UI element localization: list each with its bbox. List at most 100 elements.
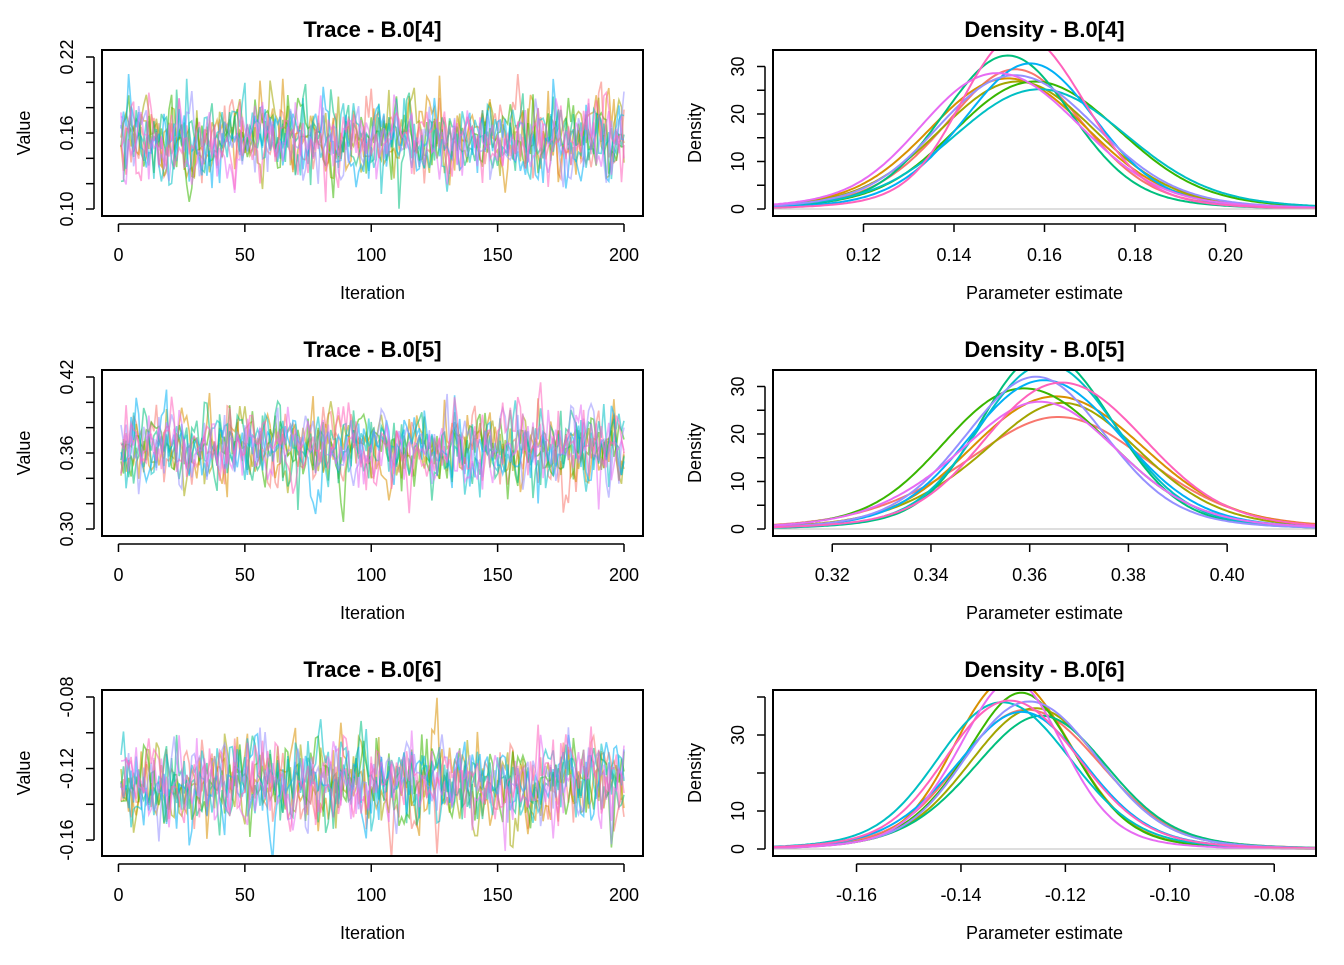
x-axis: -0.16 -0.14 -0.12 -0.10 -0.08 bbox=[836, 863, 1295, 905]
x-tick-label: 0.40 bbox=[1210, 565, 1245, 585]
chain-trace-10 bbox=[120, 90, 625, 203]
y-tick-label: 0 bbox=[728, 844, 748, 854]
y-tick-label: 30 bbox=[728, 376, 748, 396]
x-tick-label: 0.12 bbox=[846, 245, 881, 265]
y-tick-label: 0.36 bbox=[57, 435, 77, 470]
chain-trace-9 bbox=[120, 94, 625, 194]
x-tick-label: 150 bbox=[483, 565, 513, 585]
chain-lines bbox=[120, 382, 625, 523]
y-axis-label: Density bbox=[685, 423, 705, 483]
x-tick-label: 0.14 bbox=[936, 245, 971, 265]
chain-density-4 bbox=[773, 387, 1316, 528]
y-axis-label: Value bbox=[14, 431, 34, 476]
chain-density-8 bbox=[773, 700, 1316, 849]
plot-frame bbox=[772, 49, 1317, 217]
chain-density-10 bbox=[773, 381, 1316, 529]
x-tick-label: -0.08 bbox=[1254, 885, 1295, 905]
plot-frame bbox=[772, 369, 1317, 537]
x-tick-label: 0 bbox=[113, 245, 123, 265]
x-axis-label: Iteration bbox=[340, 923, 405, 943]
y-tick-label: -0.16 bbox=[57, 820, 77, 861]
plot-title: Trace - B.0[6] bbox=[303, 657, 441, 682]
x-tick-label: 0 bbox=[113, 565, 123, 585]
y-axis: 0.30 0.36 0.42 bbox=[57, 359, 95, 547]
x-tick-label: -0.16 bbox=[836, 885, 877, 905]
x-tick-label: 100 bbox=[356, 245, 386, 265]
chain-density-5 bbox=[773, 714, 1316, 849]
chain-density-8 bbox=[773, 74, 1316, 209]
x-tick-label: -0.10 bbox=[1149, 885, 1190, 905]
y-tick-label: 20 bbox=[728, 424, 748, 444]
x-tick-label: 50 bbox=[235, 565, 255, 585]
y-axis-label: Density bbox=[685, 103, 705, 163]
chain-density-2 bbox=[773, 77, 1316, 209]
plot-title: Density - B.0[5] bbox=[964, 337, 1124, 362]
chain-density-6 bbox=[773, 88, 1316, 207]
x-tick-label: 0.34 bbox=[913, 565, 948, 585]
plot-frame bbox=[772, 689, 1317, 857]
chain-trace-6 bbox=[120, 78, 625, 194]
x-axis-label: Parameter estimate bbox=[966, 283, 1123, 303]
chain-lines bbox=[120, 74, 625, 209]
chain-density-8 bbox=[773, 375, 1316, 529]
y-axis: 0 10 20 30 bbox=[728, 56, 766, 214]
y-axis: 0.10 0.16 0.22 bbox=[57, 39, 95, 227]
density-panel-5: Density - B.0[5] 0.32 0.34 0.36 0.38 0.40 Para… bbox=[685, 337, 1317, 623]
y-tick-label: 0.30 bbox=[57, 511, 77, 546]
x-tick-label: 0.38 bbox=[1111, 565, 1146, 585]
x-tick-label: 50 bbox=[235, 885, 255, 905]
x-axis: 0 50 100 150 200 bbox=[113, 543, 639, 585]
plot-frame bbox=[101, 369, 644, 537]
x-axis-label: Iteration bbox=[340, 283, 405, 303]
chain-density-2 bbox=[773, 395, 1316, 528]
chain-density-9 bbox=[773, 690, 1316, 850]
y-axis-label: Value bbox=[14, 111, 34, 156]
chain-lines bbox=[120, 697, 625, 856]
x-tick-label: 0.32 bbox=[815, 565, 850, 585]
plot-frame bbox=[101, 689, 644, 857]
chain-density-10 bbox=[773, 50, 1316, 210]
x-axis: 0.32 0.34 0.36 0.38 0.40 bbox=[815, 543, 1245, 585]
x-axis: 0 50 100 150 200 bbox=[113, 223, 639, 265]
density-panel-4: Density - B.0[4] 0.12 0.14 0.16 0.18 0.20 Para… bbox=[685, 17, 1317, 303]
y-tick-label: 0.16 bbox=[57, 115, 77, 150]
chain-trace-10 bbox=[120, 382, 625, 514]
chain-density-7 bbox=[773, 710, 1316, 850]
y-tick-label: 30 bbox=[728, 56, 748, 76]
x-tick-label: 0.18 bbox=[1117, 245, 1152, 265]
chain-density-10 bbox=[773, 699, 1316, 850]
x-tick-label: -0.12 bbox=[1045, 885, 1086, 905]
y-tick-label: 20 bbox=[728, 104, 748, 124]
density-panel-6: Density - B.0[6] -0.16 -0.14 -0.12 -0.10 -0.0… bbox=[685, 657, 1317, 943]
y-axis-label: Density bbox=[685, 743, 705, 803]
chain-trace-10 bbox=[120, 724, 625, 832]
x-tick-label: 100 bbox=[356, 565, 386, 585]
plot-title: Density - B.0[4] bbox=[964, 17, 1124, 42]
y-tick-label: -0.12 bbox=[57, 748, 77, 789]
chain-density-3 bbox=[773, 401, 1316, 528]
y-tick-label: 0 bbox=[728, 524, 748, 534]
y-tick-label: 0.22 bbox=[57, 39, 77, 74]
chain-lines bbox=[773, 50, 1316, 210]
x-tick-label: 0.36 bbox=[1012, 565, 1047, 585]
chain-lines bbox=[773, 370, 1316, 529]
plot-title: Trace - B.0[4] bbox=[303, 17, 441, 42]
x-tick-label: 0.20 bbox=[1208, 245, 1243, 265]
x-tick-label: 50 bbox=[235, 245, 255, 265]
y-axis-label: Value bbox=[14, 751, 34, 796]
x-tick-label: 0 bbox=[113, 885, 123, 905]
plot-title: Density - B.0[6] bbox=[964, 657, 1124, 682]
y-axis: -0.16 -0.12 -0.08 bbox=[57, 676, 95, 861]
x-axis-label: Iteration bbox=[340, 603, 405, 623]
x-axis-label: Parameter estimate bbox=[966, 603, 1123, 623]
y-axis: 0 10 30 bbox=[728, 696, 766, 854]
x-axis-label: Parameter estimate bbox=[966, 923, 1123, 943]
x-tick-label: 0.16 bbox=[1027, 245, 1062, 265]
y-tick-label: 0.42 bbox=[57, 359, 77, 394]
x-axis: 0.12 0.14 0.16 0.18 0.20 bbox=[846, 223, 1243, 265]
trace-panel-4: Trace - B.0[4]0 50 100 150 200Iteration0.100… bbox=[14, 17, 644, 303]
x-tick-label: 200 bbox=[609, 885, 639, 905]
plot-frame bbox=[101, 49, 644, 217]
x-tick-label: -0.14 bbox=[940, 885, 981, 905]
plot-title: Trace - B.0[5] bbox=[303, 337, 441, 362]
